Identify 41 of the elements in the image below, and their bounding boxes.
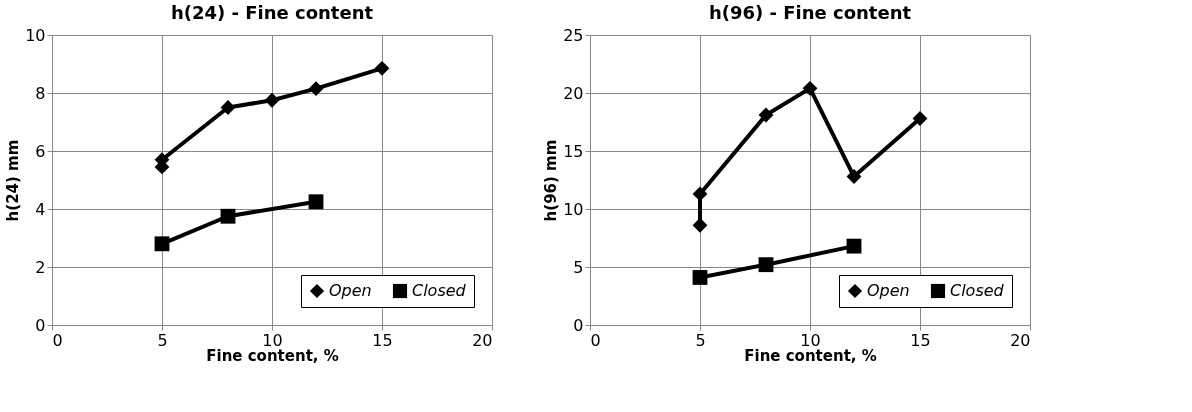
point xyxy=(264,92,280,108)
x-tick-label: 20 xyxy=(472,330,493,350)
y-tick-label: 6 xyxy=(35,141,46,161)
y-tick-label: 4 xyxy=(35,199,46,219)
y-axis-title: h(96) mm xyxy=(542,139,561,222)
y-tick-label: 25 xyxy=(563,25,584,45)
y-tick-label: 2 xyxy=(35,257,46,277)
y-tick-label: 10 xyxy=(563,199,584,219)
point xyxy=(758,257,774,273)
x-tick-label: 15 xyxy=(910,330,931,350)
y-axis-title: h(24) mm xyxy=(4,139,23,222)
y-tick-label: 8 xyxy=(35,83,46,103)
point xyxy=(692,186,708,202)
legend-label: Closed xyxy=(950,281,1005,300)
legend-label: Open xyxy=(329,281,372,300)
legend-label: Closed xyxy=(412,281,467,300)
y-tick-label: 20 xyxy=(563,83,584,103)
point xyxy=(220,208,236,224)
x-tick-label: 5 xyxy=(695,330,706,350)
point xyxy=(692,217,708,233)
y-tick-label: 15 xyxy=(563,141,584,161)
point xyxy=(308,81,324,97)
x-tick-label: 0 xyxy=(52,330,63,350)
point xyxy=(758,107,774,123)
x-tick-label: 5 xyxy=(157,330,168,350)
y-tick-label: 0 xyxy=(573,315,584,335)
chart-title: h(96) - Fine content xyxy=(708,2,912,23)
y-tick-label: 5 xyxy=(573,257,584,277)
point xyxy=(154,236,170,252)
point xyxy=(374,60,390,76)
y-tick-label: 0 xyxy=(35,315,46,335)
x-tick-label: 20 xyxy=(1010,330,1031,350)
x-tick-label: 0 xyxy=(590,330,601,350)
chart-title: h(24) - Fine content xyxy=(170,2,374,23)
point xyxy=(846,238,862,254)
x-tick-label: 15 xyxy=(372,330,393,350)
point xyxy=(802,80,818,96)
y-tick-label: 10 xyxy=(25,25,46,45)
legend-label: Open xyxy=(867,281,910,300)
point xyxy=(308,194,324,210)
point xyxy=(692,270,708,285)
